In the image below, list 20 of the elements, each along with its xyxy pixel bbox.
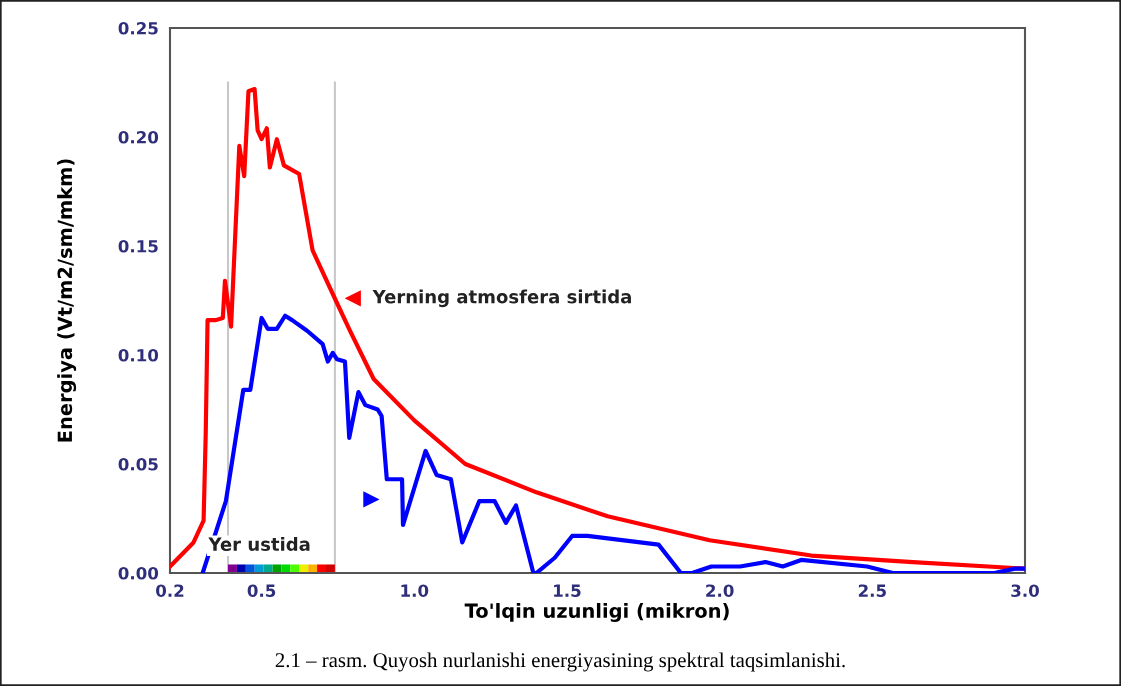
x-tick-label: 0.5 [247, 584, 276, 598]
x-tick-label: 1.0 [401, 584, 429, 598]
y-tick-label: 0.20 [118, 130, 159, 144]
y-tick-label: 0.10 [118, 348, 159, 362]
x-axis-title: To'lqin uzunligi (mikron) [464, 603, 729, 622]
y-axis-title: Energiya (Vt/m2/sm/mkm) [57, 159, 77, 442]
x-tick-label: 1.5 [554, 584, 581, 598]
y-tick-label: 0.05 [118, 457, 158, 471]
annotation: Yerning atmosfera sirtida [372, 289, 631, 308]
text: 2.1 – rasm. Quyosh nurlanishi energiyasining spektral taqsimlanishi. [275, 652, 845, 672]
y-tick-label: 0.00 [118, 566, 159, 580]
x-tick-label: 2.5 [858, 584, 886, 598]
y-tick-label: 0.25 [118, 21, 158, 35]
line-series [170, 86, 1025, 571]
x-tick-label: 2.0 [706, 584, 734, 598]
line-series [200, 313, 1025, 573]
x-tick-label: 0.2 [156, 584, 184, 598]
x-tick-label: 3.0 [1011, 584, 1039, 598]
y-tick-label: 0.15 [118, 239, 158, 253]
annotation: Yer ustida [208, 537, 310, 551]
